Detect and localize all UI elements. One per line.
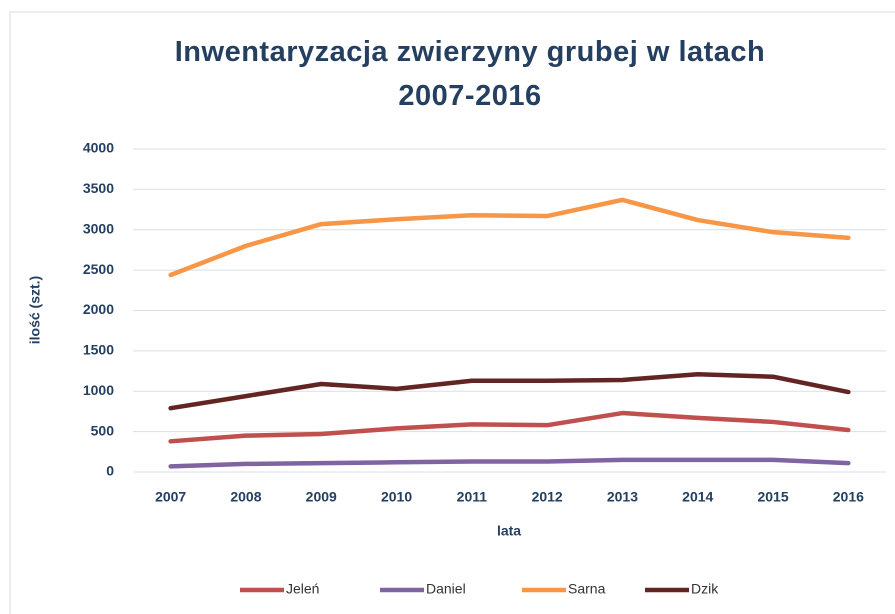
series-line bbox=[168, 197, 851, 278]
y-tick-label: 3500 bbox=[83, 180, 114, 196]
x-tick-label: 2015 bbox=[757, 489, 788, 505]
y-axis-label: ilość (szt.) bbox=[27, 276, 43, 344]
legend-label: Daniel bbox=[426, 581, 466, 597]
chart-frame bbox=[9, 11, 895, 614]
series-line bbox=[168, 457, 851, 469]
x-tick-label: 2013 bbox=[607, 489, 638, 505]
legend-label: Jeleń bbox=[286, 581, 319, 597]
y-tick-label: 1500 bbox=[83, 342, 114, 358]
x-tick-label: 2012 bbox=[532, 489, 563, 505]
x-tick-label: 2007 bbox=[155, 489, 186, 505]
x-tick-label: 2011 bbox=[457, 489, 488, 505]
y-tick-label: 3000 bbox=[83, 220, 114, 236]
chart-title: Inwentaryzacja zwierzyny grubej w latach… bbox=[174, 36, 766, 112]
y-tick-label: 4000 bbox=[83, 140, 114, 156]
series-line bbox=[168, 410, 851, 444]
y-tick-label: 1000 bbox=[83, 382, 114, 398]
y-tick-label: 500 bbox=[91, 422, 115, 438]
x-tick-label: 2009 bbox=[306, 489, 337, 505]
y-tick-label: 0 bbox=[106, 463, 114, 479]
x-tick-label: 2008 bbox=[230, 489, 261, 505]
series-line bbox=[168, 372, 851, 411]
legend-label: Dzik bbox=[691, 581, 719, 597]
y-tick-label: 2500 bbox=[83, 261, 114, 277]
legend-label: Sarna bbox=[568, 581, 606, 597]
y-tick-label: 2000 bbox=[83, 301, 114, 317]
x-axis-label: lata bbox=[497, 523, 521, 539]
x-tick-label: 2010 bbox=[381, 489, 412, 505]
x-tick-label: 2014 bbox=[682, 489, 713, 505]
x-tick-label: 2016 bbox=[833, 489, 864, 505]
